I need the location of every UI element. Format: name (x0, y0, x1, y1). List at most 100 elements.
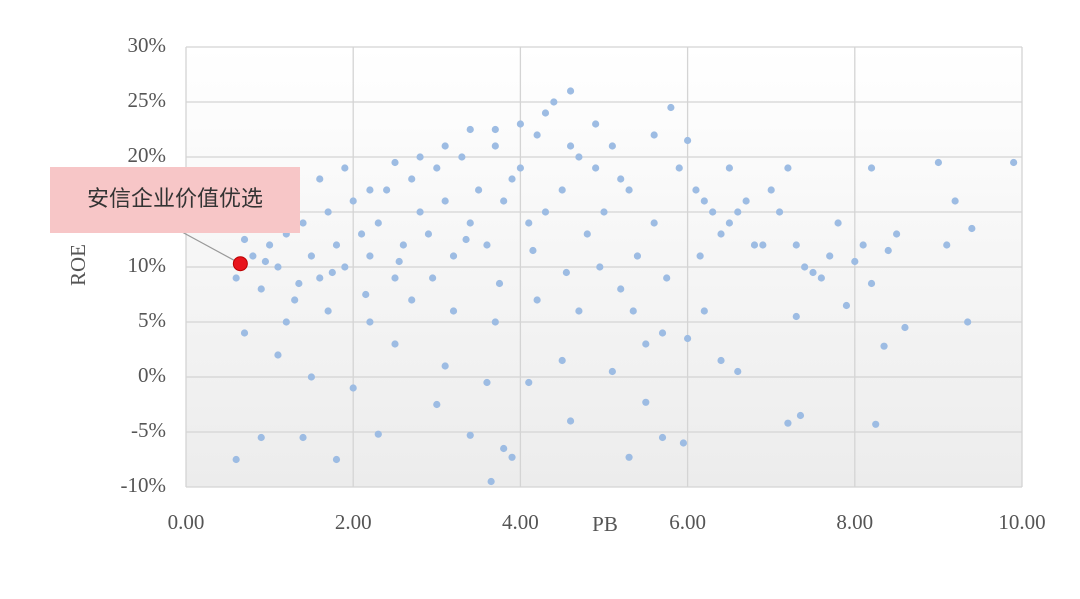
point (441, 362, 449, 370)
point (725, 219, 734, 227)
point (257, 433, 265, 442)
point (274, 263, 282, 271)
y-tick-label: 20% (128, 143, 167, 167)
point (901, 323, 909, 332)
point (408, 296, 416, 304)
point (684, 136, 692, 145)
point (658, 433, 667, 442)
annotation-text: 安信企业价值优选 (87, 187, 263, 212)
point (583, 230, 591, 238)
point (466, 125, 474, 134)
point (441, 197, 449, 205)
point (341, 164, 349, 172)
point (663, 274, 671, 282)
point (859, 241, 867, 249)
point (495, 279, 504, 288)
point (424, 230, 433, 238)
point (408, 175, 416, 183)
point (391, 274, 399, 282)
point (274, 351, 282, 359)
point (600, 208, 608, 216)
point (608, 142, 616, 150)
point (399, 241, 407, 249)
point (491, 125, 499, 134)
point (257, 285, 265, 293)
point (684, 334, 692, 343)
point (433, 164, 441, 172)
point (642, 340, 650, 348)
x-tick-label: 8.00 (836, 510, 873, 534)
y-tick-label: -10% (121, 473, 167, 497)
point (717, 356, 725, 365)
point (675, 164, 683, 172)
point (324, 307, 332, 315)
point (642, 398, 650, 406)
point (968, 224, 976, 233)
point (529, 246, 537, 255)
point (700, 197, 708, 205)
point (491, 318, 499, 326)
point (328, 268, 336, 277)
point (801, 263, 809, 271)
point (617, 175, 625, 183)
point (575, 153, 583, 161)
point (362, 290, 370, 299)
point (742, 197, 750, 205)
point (349, 384, 357, 392)
y-tick-label: 0% (138, 363, 166, 387)
point (792, 312, 800, 321)
point (525, 378, 533, 387)
point (884, 246, 892, 255)
point (249, 252, 257, 260)
point (575, 307, 583, 315)
point (596, 263, 604, 271)
point (633, 252, 642, 260)
point (525, 219, 533, 227)
point (566, 142, 575, 150)
point (562, 268, 570, 277)
point (625, 186, 633, 194)
point (374, 430, 382, 438)
x-tick-label: 0.00 (168, 510, 205, 534)
point (817, 274, 825, 282)
point (784, 164, 792, 172)
x-axis-label: PB (592, 512, 618, 536)
x-tick-label: 10.00 (998, 510, 1045, 534)
point (558, 186, 566, 194)
point (566, 417, 575, 425)
x-tick-label: 2.00 (335, 510, 372, 534)
point (483, 241, 491, 249)
point (592, 164, 600, 172)
highlight-point (232, 256, 248, 272)
point (366, 318, 374, 326)
point (709, 208, 717, 216)
point (232, 274, 240, 282)
point (316, 274, 324, 282)
point (462, 235, 470, 244)
point (475, 186, 483, 194)
x-tick-label: 4.00 (502, 510, 539, 534)
point (725, 164, 734, 172)
point (316, 175, 324, 183)
point (416, 153, 424, 161)
point (441, 142, 449, 150)
point (366, 186, 374, 194)
point (629, 307, 637, 315)
point (717, 230, 725, 238)
y-tick-label: -5% (131, 418, 166, 442)
point (516, 120, 525, 128)
point (566, 87, 575, 95)
point (784, 419, 792, 427)
point (541, 109, 550, 117)
point (349, 197, 357, 205)
point (592, 120, 600, 128)
point (291, 296, 299, 304)
point (282, 318, 290, 326)
point (625, 453, 633, 461)
point (834, 219, 842, 227)
point (261, 257, 270, 266)
point (483, 378, 491, 387)
point (508, 175, 516, 183)
